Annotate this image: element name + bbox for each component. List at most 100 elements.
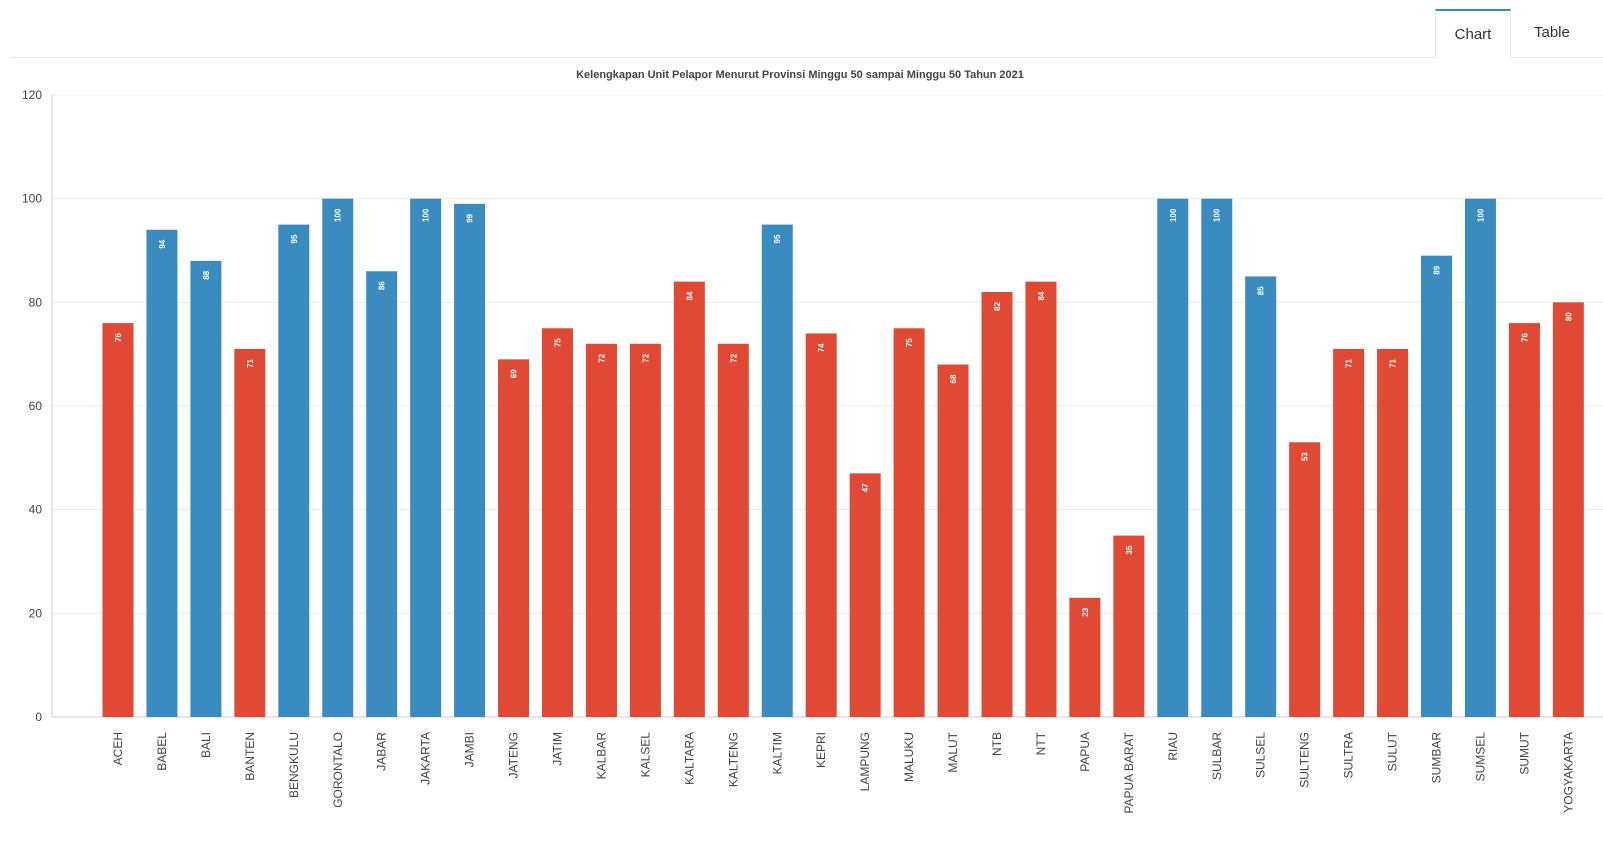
x-tick-label: JATENG	[507, 732, 521, 778]
x-tick-label: GORONTALO	[331, 732, 345, 808]
bar[interactable]	[146, 229, 178, 717]
x-tick-label: YOGYAKARTA	[1561, 732, 1575, 813]
bar[interactable]	[1157, 198, 1189, 717]
x-tick-label: KALBAR	[594, 732, 608, 780]
y-tick-label: 100	[22, 192, 42, 206]
bar[interactable]	[805, 333, 837, 717]
y-tick-label: 20	[29, 606, 43, 620]
bar[interactable]	[1333, 348, 1365, 717]
bar[interactable]	[1069, 597, 1101, 717]
bar[interactable]	[1508, 323, 1540, 717]
x-tick-label: KEPRI	[814, 732, 828, 768]
data-label: 72	[729, 353, 738, 362]
tab-chart[interactable]: Chart	[1435, 9, 1511, 58]
bar[interactable]	[234, 348, 266, 717]
bar[interactable]	[1289, 442, 1321, 717]
x-tick-label: KALTENG	[726, 732, 740, 787]
bar[interactable]	[761, 224, 793, 718]
bar[interactable]	[1245, 276, 1277, 717]
y-tick-label: 40	[29, 503, 43, 517]
data-label: 23	[1081, 607, 1090, 616]
data-label: 47	[861, 483, 870, 492]
x-tick-label: RIAU	[1166, 732, 1180, 761]
data-label: 72	[641, 353, 650, 362]
bar[interactable]	[1377, 348, 1409, 717]
data-label: 71	[1345, 358, 1354, 367]
bar[interactable]	[673, 281, 705, 717]
x-tick-label: KALSEL	[638, 732, 652, 778]
data-label: 35	[1125, 545, 1134, 554]
x-tick-label: BANTEN	[243, 732, 257, 781]
x-tick-label: PAPUA	[1078, 732, 1092, 772]
bar[interactable]	[1464, 198, 1496, 717]
y-tick-label: 120	[22, 88, 42, 102]
data-label: 89	[1433, 265, 1442, 274]
data-label: 85	[1257, 286, 1266, 295]
data-label: 72	[597, 353, 606, 362]
x-tick-label: KALTIM	[770, 732, 784, 774]
data-label: 94	[158, 239, 167, 248]
bar[interactable]	[1025, 281, 1057, 717]
data-label: 100	[334, 208, 343, 222]
x-tick-label: JAKARTA	[419, 732, 433, 785]
bar[interactable]	[981, 291, 1013, 717]
bar[interactable]	[410, 198, 442, 717]
x-tick-label: BENGKULU	[287, 732, 301, 798]
x-tick-label: BALI	[199, 732, 213, 758]
data-label: 53	[1301, 452, 1310, 461]
bar[interactable]	[629, 343, 661, 717]
bar[interactable]	[322, 198, 354, 717]
bar[interactable]	[542, 328, 573, 717]
data-label: 100	[1213, 208, 1222, 222]
y-tick-label: 60	[29, 399, 43, 413]
x-tick-label: NTT	[1034, 731, 1048, 755]
data-label: 69	[510, 369, 519, 378]
bar[interactable]	[1201, 198, 1233, 717]
bar[interactable]	[454, 203, 486, 718]
x-tick-label: SULUT	[1386, 731, 1400, 771]
chart-table-tabbar: Chart Table	[10, 0, 1603, 58]
data-label: 100	[1169, 208, 1178, 222]
bar[interactable]	[937, 364, 969, 717]
x-tick-label: PAPUA BARAT	[1122, 731, 1136, 813]
data-label: 99	[466, 213, 475, 222]
bar[interactable]	[1113, 535, 1145, 717]
bar[interactable]	[849, 473, 881, 717]
data-label: 95	[290, 234, 299, 243]
bar[interactable]	[1552, 302, 1584, 717]
bar[interactable]	[1421, 255, 1452, 717]
x-tick-label: BABEL	[155, 732, 169, 771]
data-label: 86	[378, 281, 387, 290]
x-tick-label: SUMBAR	[1430, 732, 1444, 784]
data-label: 95	[773, 234, 782, 243]
bar[interactable]	[893, 328, 925, 717]
data-label: 76	[1520, 333, 1529, 342]
chart-title: Kelengkapan Unit Pelapor Menurut Provins…	[576, 69, 1024, 81]
x-tick-label: ACEH	[111, 732, 125, 765]
y-tick-label: 80	[29, 295, 43, 309]
bar[interactable]	[585, 343, 617, 717]
tab-table[interactable]: Table	[1534, 24, 1570, 41]
x-tick-label: MALUT	[946, 731, 960, 772]
x-tick-label: JAMBI	[463, 732, 477, 767]
x-tick-label: NTB	[990, 732, 1004, 756]
bar[interactable]	[717, 343, 749, 717]
x-tick-label: JABAR	[375, 732, 389, 771]
data-label: 76	[114, 333, 123, 342]
x-tick-label: SUMUT	[1517, 731, 1531, 774]
data-label: 84	[1037, 291, 1046, 300]
data-label: 80	[1564, 312, 1573, 321]
bar[interactable]	[102, 323, 134, 717]
bar[interactable]	[278, 224, 310, 718]
x-tick-label: SULSEL	[1254, 732, 1268, 778]
data-label: 71	[246, 358, 255, 367]
data-label: 75	[905, 338, 914, 347]
bar[interactable]	[190, 260, 222, 717]
data-label: 82	[993, 301, 1002, 310]
x-tick-label: SULTENG	[1298, 732, 1312, 788]
x-tick-label: SULBAR	[1210, 732, 1224, 780]
bar[interactable]	[498, 359, 530, 717]
y-tick-label: 0	[35, 710, 42, 724]
bar[interactable]	[366, 271, 398, 717]
